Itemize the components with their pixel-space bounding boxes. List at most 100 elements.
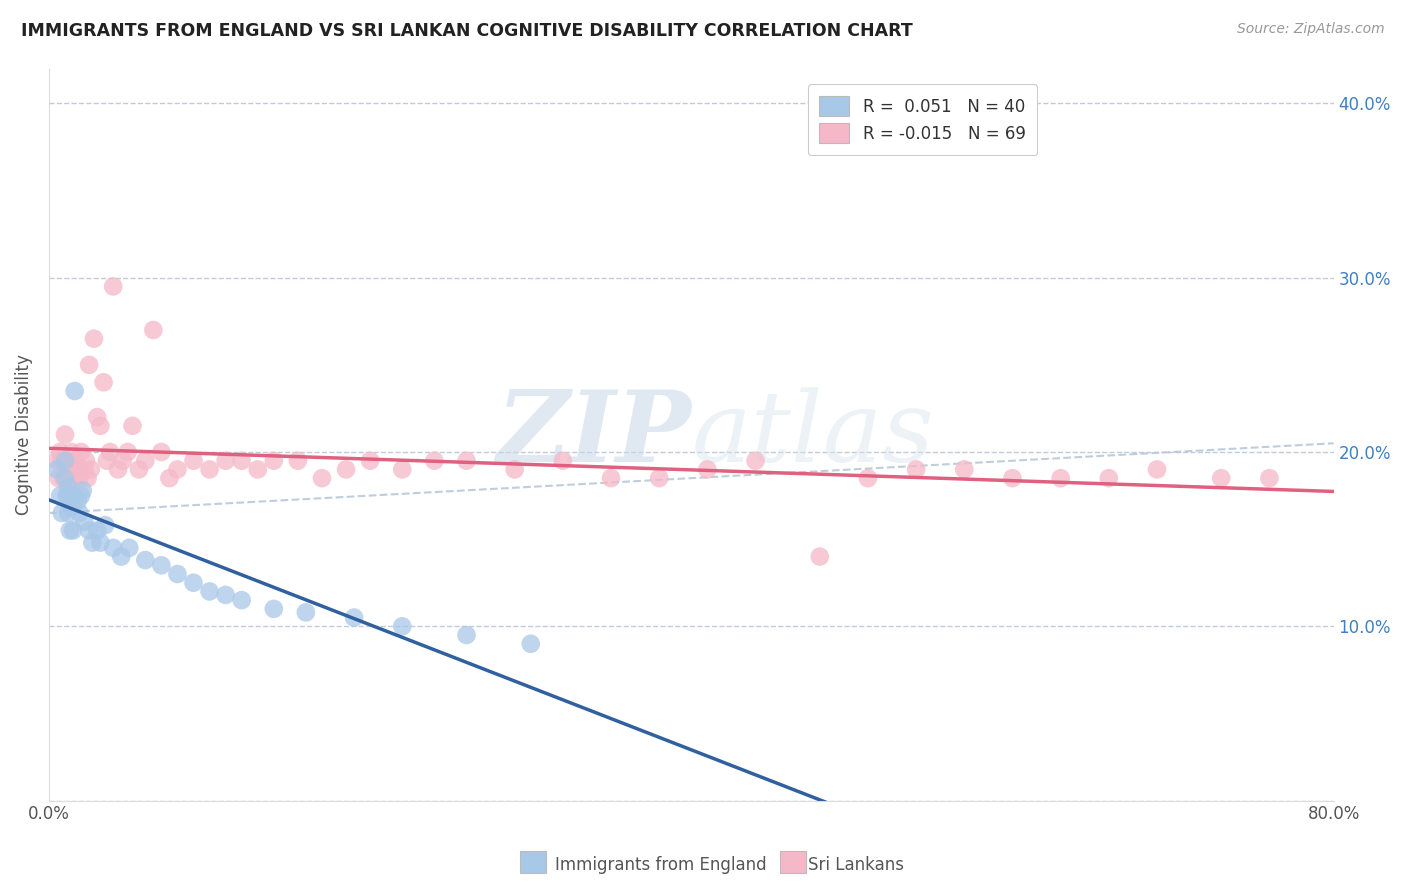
Point <box>391 462 413 476</box>
Point <box>75 453 97 467</box>
Point <box>66 493 89 508</box>
Point <box>1049 471 1071 485</box>
Point <box>69 506 91 520</box>
Point <box>128 462 150 476</box>
Point <box>696 462 718 476</box>
Point <box>953 462 976 476</box>
Point <box>76 471 98 485</box>
Point <box>110 549 132 564</box>
Point <box>77 524 100 538</box>
Point <box>63 384 86 398</box>
Point <box>65 471 87 485</box>
Point <box>1098 471 1121 485</box>
Point <box>63 453 86 467</box>
Point <box>456 628 478 642</box>
Point <box>53 471 76 485</box>
Point <box>53 453 76 467</box>
Point <box>49 489 72 503</box>
Point <box>503 462 526 476</box>
Point <box>295 606 318 620</box>
Point <box>150 558 173 573</box>
Point <box>456 453 478 467</box>
Point <box>103 541 125 555</box>
Point <box>58 489 80 503</box>
Point <box>142 323 165 337</box>
Point <box>519 637 541 651</box>
Point <box>60 445 83 459</box>
Point <box>600 471 623 485</box>
Point <box>214 453 236 467</box>
Point <box>166 567 188 582</box>
Point <box>648 471 671 485</box>
Point <box>58 506 80 520</box>
Point <box>856 471 879 485</box>
Point <box>59 524 82 538</box>
Text: Immigrants from England: Immigrants from England <box>555 856 768 874</box>
Point <box>423 453 446 467</box>
Point <box>183 575 205 590</box>
Point <box>62 489 84 503</box>
Point <box>335 462 357 476</box>
Point <box>73 462 96 476</box>
Text: ZIP: ZIP <box>496 386 692 483</box>
Text: atlas: atlas <box>692 387 934 483</box>
Point <box>53 427 76 442</box>
Legend: R =  0.051   N = 40, R = -0.015   N = 69: R = 0.051 N = 40, R = -0.015 N = 69 <box>808 84 1038 155</box>
Point <box>183 453 205 467</box>
Point <box>107 462 129 476</box>
Point <box>157 471 180 485</box>
Point <box>46 462 69 476</box>
Point <box>166 462 188 476</box>
Point <box>150 445 173 459</box>
Point <box>94 518 117 533</box>
Point <box>198 462 221 476</box>
Point <box>58 480 80 494</box>
Point <box>55 471 77 485</box>
Point <box>198 584 221 599</box>
Point <box>214 588 236 602</box>
Point <box>86 524 108 538</box>
Point <box>58 453 80 467</box>
Point <box>60 500 83 515</box>
Point <box>49 445 72 459</box>
Point <box>96 453 118 467</box>
Point <box>82 535 104 549</box>
Point <box>231 453 253 467</box>
Point <box>246 462 269 476</box>
Point <box>287 453 309 467</box>
Point <box>55 489 77 503</box>
Point <box>231 593 253 607</box>
Point <box>80 462 103 476</box>
Point <box>83 332 105 346</box>
Point <box>70 445 93 459</box>
Point <box>89 418 111 433</box>
Point <box>93 376 115 390</box>
Point <box>1211 471 1233 485</box>
Text: Source: ZipAtlas.com: Source: ZipAtlas.com <box>1237 22 1385 37</box>
Point <box>59 471 82 485</box>
Point <box>744 453 766 467</box>
Point <box>103 279 125 293</box>
Point <box>121 418 143 433</box>
Point <box>59 489 82 503</box>
Text: IMMIGRANTS FROM ENGLAND VS SRI LANKAN COGNITIVE DISABILITY CORRELATION CHART: IMMIGRANTS FROM ENGLAND VS SRI LANKAN CO… <box>21 22 912 40</box>
Point <box>1001 471 1024 485</box>
Point <box>1146 462 1168 476</box>
Point <box>51 453 73 467</box>
Point <box>808 549 831 564</box>
Point <box>134 453 156 467</box>
Point <box>70 489 93 503</box>
Point <box>905 462 928 476</box>
Point <box>73 515 96 529</box>
Point <box>86 410 108 425</box>
Point <box>62 462 84 476</box>
Point <box>52 471 75 485</box>
Point <box>134 553 156 567</box>
Point <box>311 471 333 485</box>
Point <box>77 358 100 372</box>
Point <box>48 471 70 485</box>
Point <box>551 453 574 467</box>
Y-axis label: Cognitive Disability: Cognitive Disability <box>15 354 32 515</box>
Point <box>1258 471 1281 485</box>
Point <box>391 619 413 633</box>
